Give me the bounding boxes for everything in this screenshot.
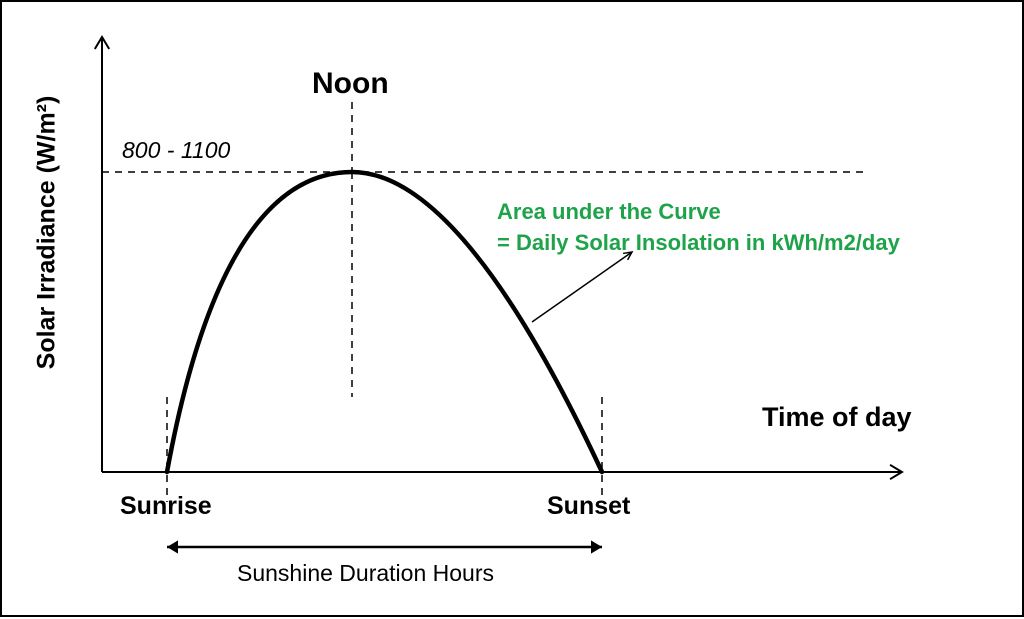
diagram-svg bbox=[2, 2, 1024, 619]
peak-value-label: 800 - 1100 bbox=[122, 137, 230, 164]
annotation-line1: Area under the Curve bbox=[497, 199, 721, 224]
x-axis-label: Time of day bbox=[762, 402, 912, 433]
sunset-label: Sunset bbox=[547, 492, 630, 521]
y-axis-label: Solar Irradiance (W/m²) bbox=[33, 83, 62, 383]
annotation-line2: = Daily Solar Insolation in kWh/m2/day bbox=[497, 230, 900, 255]
sunrise-label: Sunrise bbox=[120, 492, 212, 521]
diagram-frame: Solar Irradiance (W/m²) Time of day Noon… bbox=[0, 0, 1024, 617]
noon-label: Noon bbox=[312, 67, 389, 101]
duration-label: Sunshine Duration Hours bbox=[237, 560, 494, 587]
area-annotation: Area under the Curve = Daily Solar Insol… bbox=[497, 197, 900, 259]
